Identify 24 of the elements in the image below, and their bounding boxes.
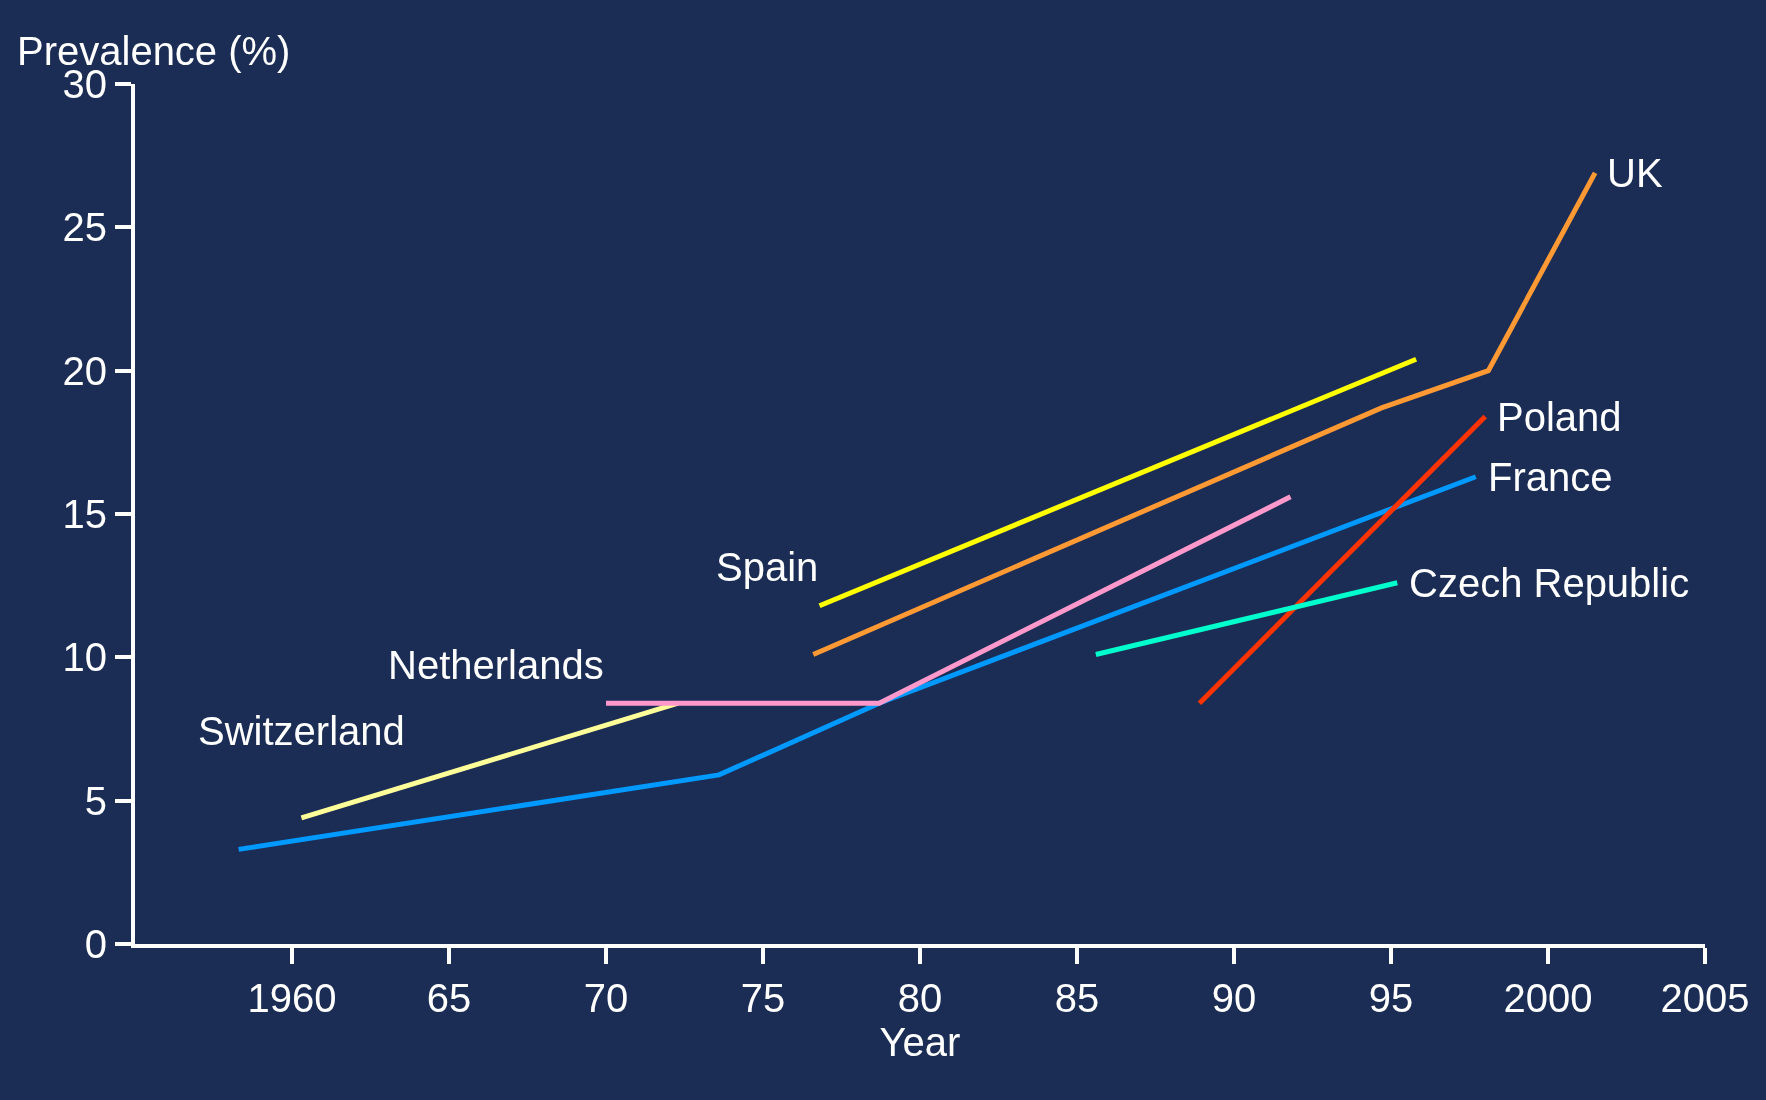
series-label: France	[1488, 455, 1613, 499]
x-tick-label: 85	[1054, 976, 1100, 1020]
x-tick-label: 65	[426, 976, 472, 1020]
series-label: Netherlands	[388, 643, 604, 687]
x-tick-label: 95	[1368, 976, 1414, 1020]
series-label: Poland	[1497, 395, 1622, 439]
y-tick-label: 0	[84, 922, 107, 966]
series-label: Switzerland	[198, 709, 405, 753]
x-tick-label: 80	[897, 976, 943, 1020]
y-tick-label: 20	[62, 348, 107, 393]
x-tick-label: 2000	[1503, 976, 1593, 1020]
x-tick-label: 75	[740, 976, 786, 1020]
x-axis-title: Year	[879, 1020, 961, 1064]
x-tick-label: 1960	[247, 976, 337, 1020]
y-tick-label: 10	[62, 635, 107, 680]
y-tick-label: 15	[62, 492, 107, 536]
y-tick-label: 5	[84, 778, 107, 823]
series-label: Spain	[716, 545, 819, 589]
y-tick-label: 25	[62, 205, 107, 250]
x-tick-label: 90	[1211, 976, 1257, 1020]
series-label: Czech Republic	[1409, 561, 1690, 605]
x-tick-label: 70	[583, 976, 629, 1020]
x-tick-label: 2005	[1660, 976, 1750, 1020]
series-label: UK	[1607, 151, 1663, 195]
